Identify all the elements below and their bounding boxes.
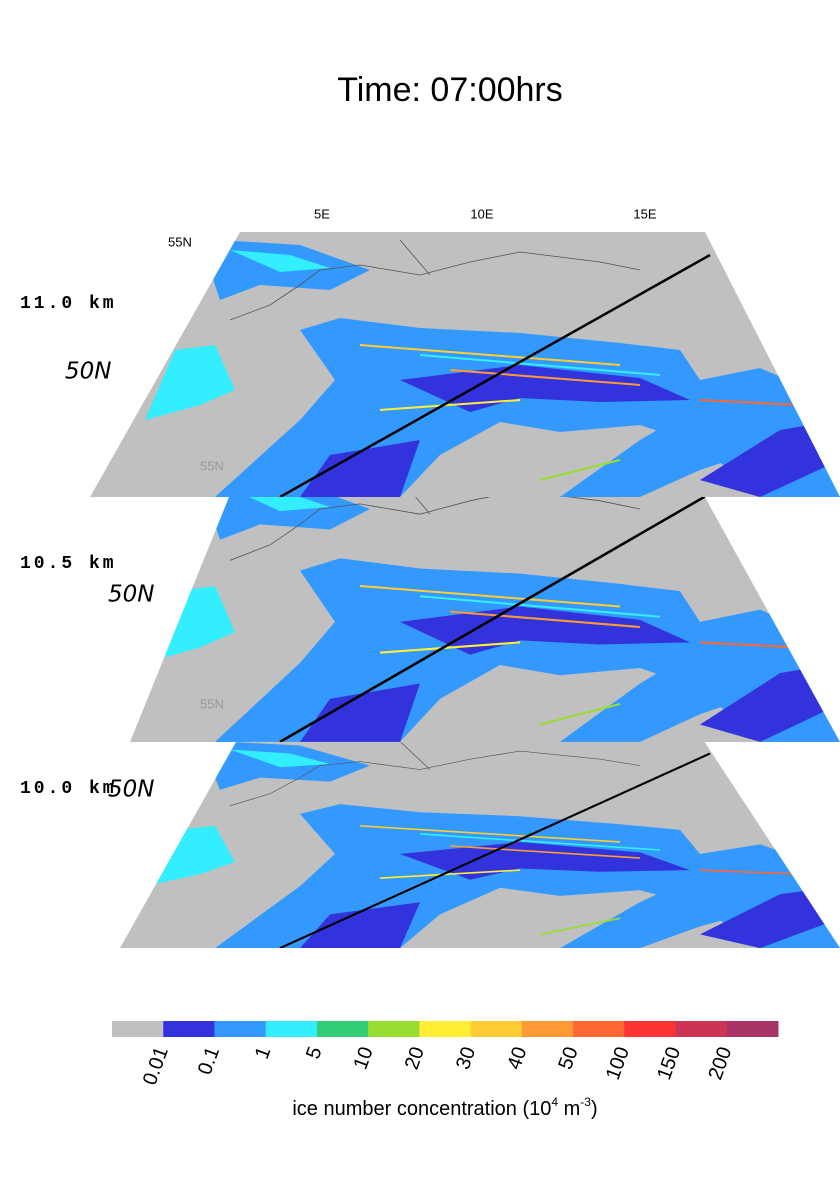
colorbar-label: 30 <box>452 1044 480 1072</box>
colorbar-box <box>316 1021 369 1037</box>
colorbar-box <box>624 1021 677 1037</box>
title-part: 4 <box>551 1095 558 1109</box>
shadow-label: 55N <box>200 458 224 473</box>
colorbar-label: 150 <box>653 1044 685 1083</box>
panel-3: 10.0 km 50N <box>20 735 840 948</box>
colorbar-label: 1 <box>251 1044 275 1062</box>
colorbar-box <box>214 1021 267 1037</box>
colorbar-box <box>675 1021 728 1037</box>
colorbar-title: ice number concentration (104 m-3) <box>292 1095 597 1120</box>
lat-label: 50N <box>65 359 111 385</box>
level-label: 11.0 km <box>20 294 117 314</box>
colorbar-label: 5 <box>302 1044 326 1062</box>
colorbar-label: 0.01 <box>139 1044 173 1088</box>
lon-label: 15E <box>633 206 656 221</box>
colorbar-box <box>163 1021 215 1037</box>
title-part: -3 <box>580 1095 591 1109</box>
lon-label: 10E <box>470 206 493 221</box>
colorbar-box <box>470 1021 523 1037</box>
title-part: m <box>558 1098 580 1120</box>
level-label: 10.0 km <box>20 779 117 799</box>
lat-label: 50N <box>108 777 154 803</box>
colorbar-box <box>726 1021 779 1037</box>
colorbar-label: 50 <box>554 1044 582 1072</box>
colorbar-label: 100 <box>602 1044 634 1083</box>
colorbar-box <box>112 1021 164 1037</box>
level-label: 10.5 km <box>20 554 117 574</box>
title: Time: 07:00hrs <box>337 71 563 109</box>
lat-label: 50N <box>108 582 154 608</box>
panel-2: 10.5 km 50N 55N <box>20 470 840 742</box>
colorbar-label: 20 <box>401 1044 429 1072</box>
lon-label: 5E <box>314 206 330 221</box>
colorbar-box <box>419 1021 472 1037</box>
colorbar-box <box>521 1021 574 1037</box>
colorbar-label: 200 <box>704 1044 736 1083</box>
colorbar-box <box>368 1021 420 1037</box>
colorbar-label: 40 <box>503 1044 531 1072</box>
shadow-label: 55N <box>200 696 224 711</box>
panel-1: 11.0 km 55N 50N 5E 10E 15E 55N <box>20 206 840 497</box>
colorbar-label: 10 <box>350 1044 378 1072</box>
lat-label: 55N <box>168 234 192 249</box>
colorbar-box <box>265 1021 318 1037</box>
title-part: ) <box>591 1098 598 1120</box>
colorbar: 0.01 0.1 1 5 10 20 30 40 50 100 150 200 <box>112 1021 779 1088</box>
title-part: ice number concentration (10 <box>292 1098 551 1120</box>
colorbar-label: 0.1 <box>194 1044 224 1078</box>
colorbar-box <box>573 1021 625 1037</box>
